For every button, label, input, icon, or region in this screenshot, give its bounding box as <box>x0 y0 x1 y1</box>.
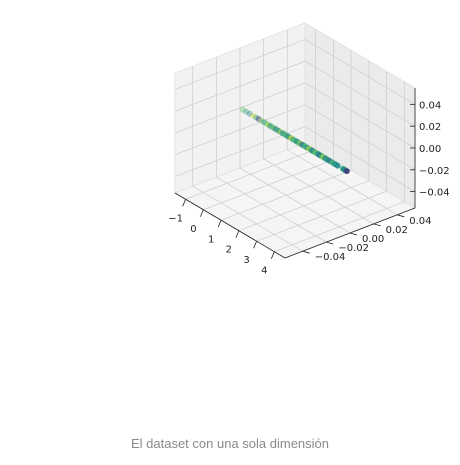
data-point <box>239 106 246 113</box>
grid-lines <box>174 29 416 253</box>
gridline-z <box>174 82 416 149</box>
x-tick <box>182 199 187 207</box>
tick-marks <box>174 88 416 259</box>
y-tick <box>349 232 358 236</box>
gridline-y <box>239 48 351 234</box>
x-tick-label: −1 <box>168 213 183 224</box>
y-tick-label: −0.02 <box>338 243 369 254</box>
y-tick-label: 0.04 <box>409 216 431 227</box>
gridline-x <box>220 50 352 221</box>
gridline-y <box>263 38 374 225</box>
data-point <box>343 168 350 175</box>
z-tick-label: −0.04 <box>419 188 450 199</box>
z-tick-label: 0.04 <box>419 100 441 111</box>
x-tick-label: 1 <box>208 234 214 245</box>
scatter-3d-plot: −101234−0.04−0.020.000.020.04−0.04−0.020… <box>168 22 450 277</box>
gridline-x <box>274 81 405 253</box>
x-tick <box>235 230 240 238</box>
z-tick-label: −0.02 <box>419 166 450 177</box>
gridline-z <box>174 126 416 192</box>
y-tick <box>397 214 405 218</box>
x-tick-label: 0 <box>190 224 196 235</box>
data-point <box>255 115 262 122</box>
y-tick-label: 0.00 <box>362 234 384 245</box>
data-points <box>239 106 350 175</box>
data-point <box>246 110 253 117</box>
x-axis-line <box>174 192 286 259</box>
x-tick-label: 4 <box>261 266 267 277</box>
y-tick <box>302 250 310 254</box>
gridline-z <box>174 60 416 127</box>
gridline-y <box>192 66 303 252</box>
data-point <box>334 162 341 169</box>
gridline-y <box>215 57 327 243</box>
gridline-y <box>286 29 398 216</box>
x-tick <box>200 209 204 217</box>
gridline-x <box>238 60 370 232</box>
x-tick <box>217 220 222 228</box>
y-tick-label: −0.04 <box>315 252 346 263</box>
data-point <box>258 117 265 124</box>
tick-labels: −101234−0.04−0.020.000.020.04−0.04−0.020… <box>168 100 449 276</box>
data-point <box>252 114 259 121</box>
x-tick <box>270 251 275 259</box>
gridline-z <box>174 38 416 105</box>
z-tick-label: 0.02 <box>419 122 441 133</box>
x-tick-label: 2 <box>226 245 232 256</box>
x-tick <box>253 241 257 249</box>
y-tick <box>326 241 334 245</box>
data-point <box>243 108 250 115</box>
gridline-z <box>174 104 416 171</box>
x-tick-label: 3 <box>243 255 249 266</box>
figure-caption: El dataset con una sola dimensión <box>130 436 329 451</box>
y-tick-label: 0.02 <box>386 225 408 236</box>
gridline-x <box>256 71 388 242</box>
z-tick-label: 0.00 <box>419 144 441 155</box>
y-tick <box>373 223 381 227</box>
data-point <box>250 112 257 119</box>
